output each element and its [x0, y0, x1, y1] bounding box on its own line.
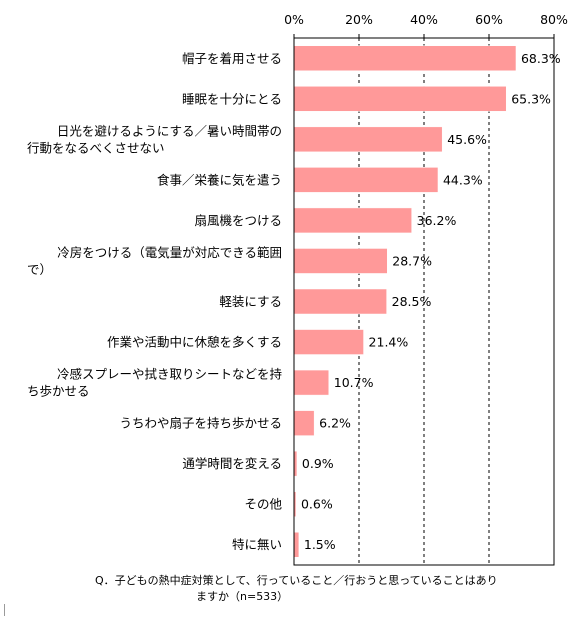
x-tick-label: 20% [345, 12, 373, 27]
category-label: 軽装にする [219, 294, 282, 309]
bar [293, 126, 443, 153]
category-label: 日光を避けるようにする／暑い時間帯の [57, 123, 282, 138]
note-line-2: ますか（n=533） [196, 590, 289, 603]
category-label: 通学時間を変える [182, 456, 282, 471]
bar [293, 369, 330, 396]
gridlines [358, 38, 490, 565]
x-tick-label: 40% [410, 12, 438, 27]
bar [293, 248, 388, 274]
category-label: 食事／栄養に気を遣う [157, 172, 282, 187]
bar [293, 207, 412, 234]
bar [293, 167, 439, 193]
data-label: 0.9% [302, 456, 334, 471]
category-labels: 帽子を着用させる睡眠を十分にとる日光を避けるようにする／暑い時間帯の行動をなるべ… [27, 51, 282, 552]
category-label-continued: ち歩かせる [27, 384, 90, 399]
data-label: 10.7% [334, 375, 374, 390]
category-label: 帽子を着用させる [182, 51, 282, 66]
data-label: 1.5% [304, 537, 336, 552]
x-tick-label: 0% [284, 12, 304, 27]
category-label: 冷感スプレーや拭き取りシートなどを持 [57, 367, 282, 382]
category-label-continued: で） [27, 262, 52, 277]
plot-area-frame [293, 37, 555, 566]
category-label-continued: 行動をなるべくさせない [27, 140, 165, 155]
data-label: 21.4% [369, 335, 409, 350]
edge-mark [4, 604, 5, 616]
category-label: 特に無い [232, 537, 282, 552]
bar [293, 288, 387, 315]
data-labels: 68.3% 65.3% 45.6% 44.3% 36.2% 28.7% 28.5% 21.4%… [301, 51, 561, 552]
data-label: 36.2% [417, 213, 457, 228]
category-label: うちわや扇子を持ち歩かせる [119, 416, 282, 431]
data-label: 28.5% [392, 294, 432, 309]
bar [293, 45, 517, 72]
category-label: その他 [244, 497, 282, 512]
bar [293, 329, 364, 355]
category-label: 作業や活動中に休憩を多くする [107, 335, 282, 350]
bar [293, 86, 507, 112]
x-axis-ticks: 0% 20% 40% 60% 80% [284, 12, 568, 38]
data-label: 45.6% [447, 132, 487, 147]
data-label: 0.6% [301, 497, 333, 512]
category-label: 睡眠を十分にとる [182, 91, 282, 106]
x-tick-label: 60% [475, 12, 503, 27]
bars [293, 45, 517, 558]
data-label: 6.2% [319, 416, 351, 431]
data-label: 28.7% [392, 253, 432, 268]
category-label: 扇風機をつける [194, 213, 282, 228]
category-label: 冷房をつける（電気量が対応できる範囲 [57, 245, 282, 260]
x-tick-label: 80% [540, 12, 568, 27]
survey-question-note: Q．子どもの熱中症対策として、行っていること／行おうと思っていることはあり ます… [95, 573, 545, 605]
bar [293, 531, 300, 558]
note-line-1: Q．子どもの熱中症対策として、行っていること／行おうと思っていることはあり [95, 574, 498, 587]
data-label: 65.3% [511, 91, 551, 106]
data-label: 44.3% [443, 172, 483, 187]
bar [293, 410, 315, 436]
data-label: 68.3% [521, 51, 561, 66]
